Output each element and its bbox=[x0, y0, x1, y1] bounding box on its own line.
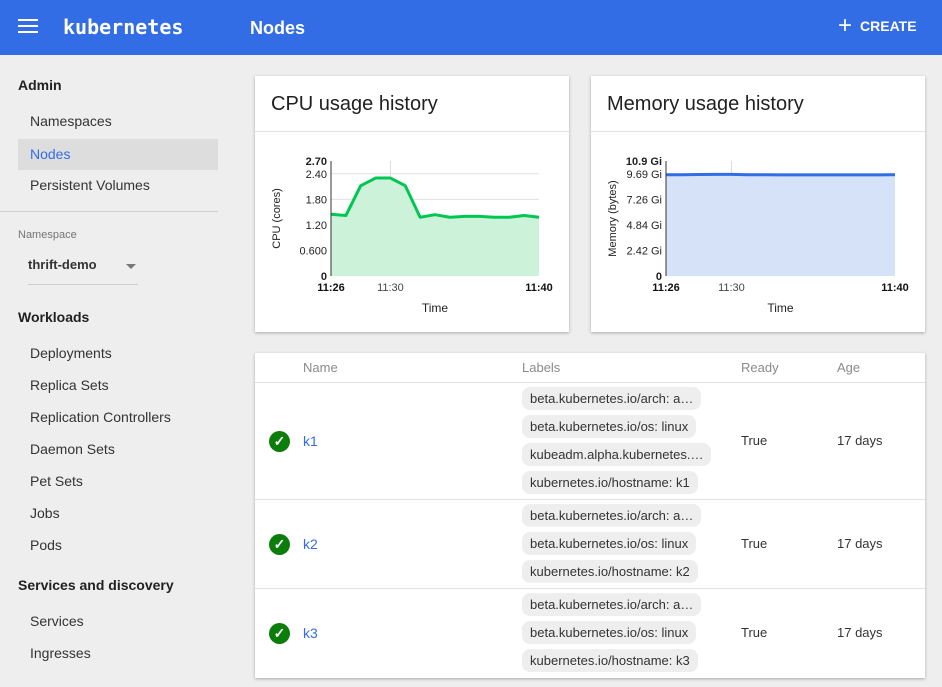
sidebar-item-pet-sets[interactable]: Pet Sets bbox=[30, 473, 83, 489]
page-title: Nodes bbox=[250, 18, 306, 38]
check-icon: ✓ bbox=[269, 533, 290, 555]
cpu-chart-title: CPU usage history bbox=[271, 93, 438, 115]
area-fill bbox=[331, 178, 539, 276]
divider bbox=[0, 211, 218, 212]
label-chip: kubeadm.alpha.kubernetes.… bbox=[522, 443, 712, 466]
x-tick-label: 11:30 bbox=[718, 282, 745, 294]
labels-cell: beta.kubernetes.io/arch: a… beta.kubernet… bbox=[522, 504, 702, 588]
memory-chart-title: Memory usage history bbox=[607, 93, 804, 115]
y-tick-label: 7.26 Gi bbox=[627, 194, 662, 206]
label-chip: beta.kubernetes.io/os: linux bbox=[522, 621, 697, 644]
y-tick-label: 2.42 Gi bbox=[627, 245, 662, 257]
sidebar-item-services[interactable]: Services bbox=[30, 613, 84, 629]
x-tick-label: 11:40 bbox=[525, 282, 553, 294]
namespace-select[interactable]: thrift-demo bbox=[28, 257, 138, 285]
col-name: Name bbox=[303, 360, 338, 375]
x-tick-label: 11:26 bbox=[652, 282, 680, 294]
col-labels: Labels bbox=[522, 360, 561, 375]
label-chip: kubernetes.io/hostname: k2 bbox=[522, 560, 698, 583]
section-workloads: Workloads bbox=[18, 309, 90, 325]
table-row[interactable]: ✓ k1 beta.kubernetes.io/arch: a… beta.kub… bbox=[255, 382, 925, 499]
sidebar-item-pods[interactable]: Pods bbox=[30, 537, 62, 553]
namespace-value: thrift-demo bbox=[28, 257, 97, 272]
sidebar-item-replication-controllers[interactable]: Replication Controllers bbox=[30, 409, 171, 425]
label-chip: beta.kubernetes.io/os: linux bbox=[522, 532, 697, 555]
top-bar: kubernetes Nodes + CREATE bbox=[0, 0, 942, 55]
ready-cell: True bbox=[741, 535, 768, 551]
y-tick-label: 2.70 bbox=[306, 156, 327, 168]
labels-cell: beta.kubernetes.io/arch: a… beta.kubernet… bbox=[522, 593, 702, 677]
create-label: CREATE bbox=[860, 18, 917, 34]
y-tick-label: 10.9 Gi bbox=[626, 156, 662, 168]
area-fill bbox=[666, 174, 895, 276]
label-chip: beta.kubernetes.io/arch: a… bbox=[522, 504, 702, 527]
sidebar-item-jobs[interactable]: Jobs bbox=[30, 505, 60, 521]
section-services: Services and discovery bbox=[18, 577, 174, 593]
y-tick-label: 4.84 Gi bbox=[627, 220, 662, 232]
x-axis-title: Time bbox=[422, 301, 449, 315]
age-cell: 17 days bbox=[837, 624, 883, 640]
x-tick-label: 11:40 bbox=[881, 282, 909, 294]
app-logo[interactable]: kubernetes bbox=[63, 15, 184, 39]
ready-cell: True bbox=[741, 624, 768, 640]
sidebar-item-deployments[interactable]: Deployments bbox=[30, 345, 112, 361]
label-chip: beta.kubernetes.io/os: linux bbox=[522, 415, 697, 438]
node-name-link[interactable]: k1 bbox=[303, 432, 318, 449]
col-ready: Ready bbox=[741, 360, 779, 375]
col-age: Age bbox=[837, 360, 861, 375]
node-name-link[interactable]: k3 bbox=[303, 624, 318, 641]
y-axis-title: Memory (bytes) bbox=[607, 180, 619, 256]
y-tick-label: 0.600 bbox=[299, 245, 327, 257]
check-icon: ✓ bbox=[269, 430, 290, 452]
label-chip: kubernetes.io/hostname: k3 bbox=[522, 649, 698, 672]
y-tick-label: 1.80 bbox=[306, 194, 327, 206]
label-chip: beta.kubernetes.io/arch: a… bbox=[522, 387, 702, 410]
plus-icon: + bbox=[838, 12, 853, 39]
age-cell: 17 days bbox=[837, 432, 883, 448]
section-admin: Admin bbox=[18, 77, 62, 93]
y-axis-title: CPU (cores) bbox=[271, 188, 283, 249]
sidebar-item-replica-sets[interactable]: Replica Sets bbox=[30, 377, 109, 393]
y-tick-label: 0 bbox=[656, 271, 662, 283]
sidebar: Admin Namespaces Nodes Persistent Volume… bbox=[0, 55, 238, 687]
x-tick-label: 11:30 bbox=[377, 282, 404, 294]
table-row[interactable]: ✓ k3 beta.kubernetes.io/arch: a… beta.kub… bbox=[255, 588, 925, 677]
menu-icon[interactable] bbox=[18, 19, 38, 35]
sidebar-item-nodes[interactable]: Nodes bbox=[18, 139, 218, 170]
y-tick-label: 0 bbox=[321, 271, 327, 283]
y-tick-label: 2.40 bbox=[306, 169, 327, 181]
sidebar-item-ingresses[interactable]: Ingresses bbox=[30, 645, 91, 661]
node-name-link[interactable]: k2 bbox=[303, 535, 318, 552]
namespace-label: Namespace bbox=[18, 229, 77, 241]
cpu-chart: 0 0.600 1.20 1.80 2.402.70 11:26 11:30 11:40 Tim… bbox=[271, 156, 553, 315]
create-button[interactable]: + CREATE bbox=[838, 12, 917, 39]
check-icon: ✓ bbox=[269, 622, 290, 644]
y-tick-label: 9.69 Gi bbox=[627, 169, 662, 181]
sidebar-item-namespaces[interactable]: Namespaces bbox=[30, 113, 112, 129]
labels-cell: beta.kubernetes.io/arch: a… beta.kubernet… bbox=[522, 387, 712, 499]
nodes-table: Name Labels Ready Age ✓ k1 beta.kubernet… bbox=[255, 353, 925, 678]
sidebar-item-persistent-volumes[interactable]: Persistent Volumes bbox=[30, 177, 150, 193]
label-chip: kubernetes.io/hostname: k1 bbox=[522, 471, 698, 494]
sidebar-item-daemon-sets[interactable]: Daemon Sets bbox=[30, 441, 115, 457]
x-tick-label: 11:26 bbox=[317, 282, 345, 294]
table-row[interactable]: ✓ k2 beta.kubernetes.io/arch: a… beta.kub… bbox=[255, 499, 925, 588]
age-cell: 17 days bbox=[837, 535, 883, 551]
chevron-down-icon bbox=[126, 264, 136, 269]
x-axis-title: Time bbox=[767, 301, 794, 315]
ready-cell: True bbox=[741, 432, 768, 448]
cpu-chart-card: CPU usage history 0 0.600 1.20 1.80 2.40 2.70… bbox=[255, 76, 569, 332]
memory-chart-card: Memory usage history 0 2.42 Gi 4.84 Gi 7.26… bbox=[591, 76, 925, 332]
label-chip: beta.kubernetes.io/arch: a… bbox=[522, 593, 702, 616]
y-tick-label: 1.20 bbox=[306, 220, 327, 232]
